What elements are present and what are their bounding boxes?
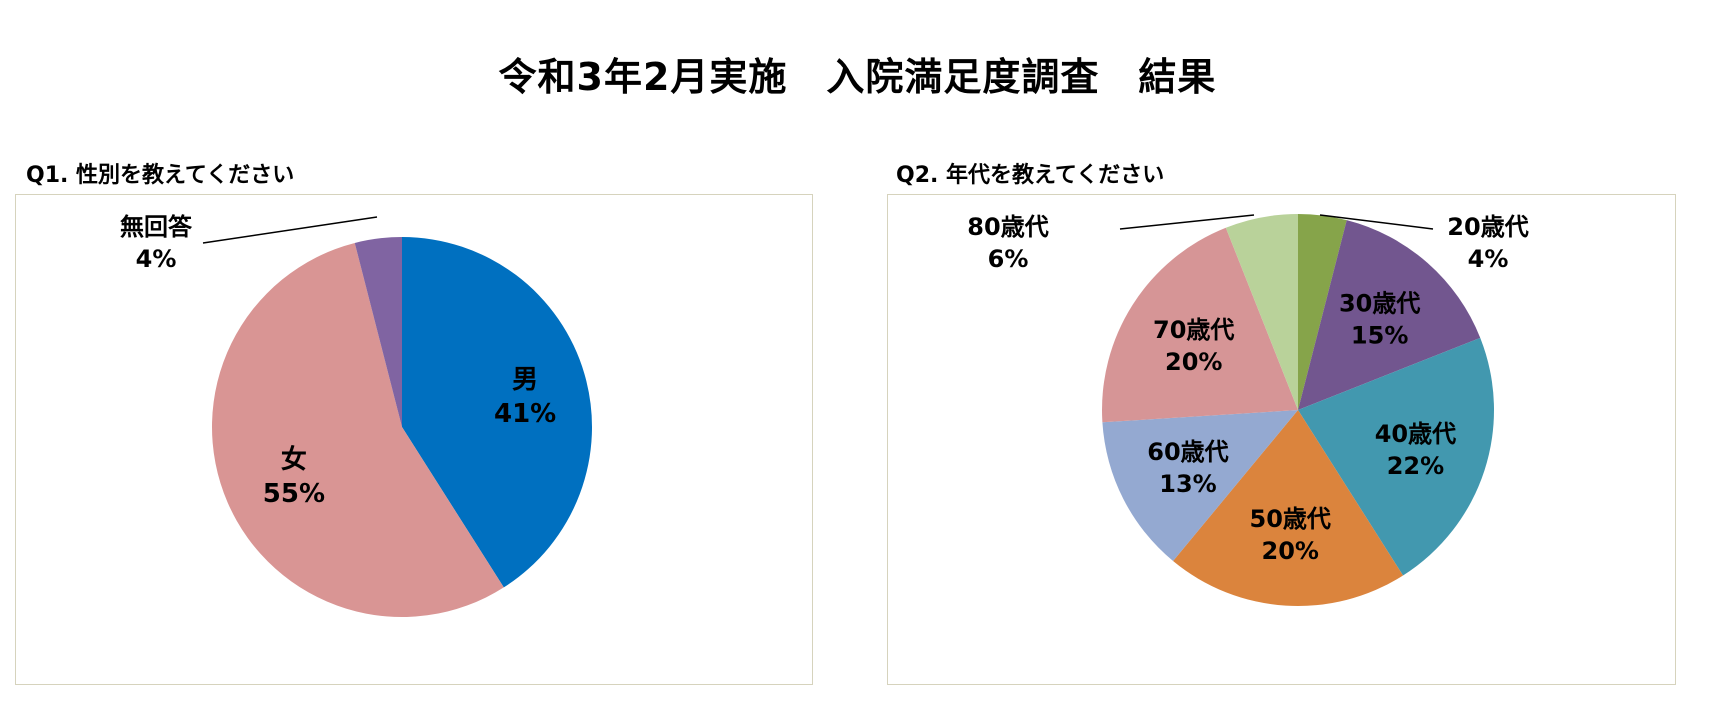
slice-category-label-1-4: 60歳代 [1147,438,1228,466]
slice-value-label-1-3: 20% [1262,537,1319,565]
slice-category-label-1-6: 80歳代 [967,213,1048,241]
slice-value-label-1-4: 13% [1159,470,1216,498]
slice-category-label-1-3: 50歳代 [1250,505,1331,533]
chart-panel-age: 20歳代 4% 30歳代 15% 40歳代 22% 50歳代 20% 60歳代 13% 70歳代 20… [887,194,1676,685]
page-title: 令和3年2月実施 入院満足度調査 結果 [498,55,1217,99]
slice-value-label-0-2: 4% [136,245,177,273]
pie-slice-1-4 [1102,410,1298,562]
pie-slice-1-0 [1298,214,1347,410]
slice-category-label-0-2: 無回答 [120,213,193,241]
chart-title-q2: Q2. 年代を教えてください [896,163,1165,188]
age-pie-chart: 20歳代 4% 30歳代 15% 40歳代 22% 50歳代 20% 60歳代 13% 70歳代 20… [967,213,1529,607]
pie-slice-1-2 [1298,337,1495,576]
leader-line-0-2 [202,216,378,244]
slice-value-label-1-6: 6% [988,245,1029,273]
pie-slice-1-6 [1225,214,1298,410]
slice-value-label-1-2: 22% [1387,452,1444,480]
pie-slice-1-5 [1102,227,1298,423]
slice-value-label-1-0: 4% [1468,245,1509,273]
leader-line-1-0 [1319,214,1434,230]
pie-slice-0-0 [402,237,592,588]
chart-panel-gender: 男 41% 女 55% 無回答 4% [15,194,813,685]
slice-category-label-0-0: 男 [512,365,538,395]
slice-category-label-1-0: 20歳代 [1447,213,1528,241]
pie-slice-1-1 [1298,220,1481,410]
slice-value-label-0-0: 41% [494,399,556,429]
slice-category-label-1-5: 70歳代 [1153,316,1234,344]
pie-slice-1-3 [1173,410,1404,607]
slice-value-label-1-1: 15% [1351,321,1408,349]
slice-category-label-1-1: 30歳代 [1339,289,1420,317]
slice-category-label-1-2: 40歳代 [1375,420,1456,448]
pie-slice-0-1 [211,242,504,618]
slice-value-label-1-5: 20% [1165,348,1222,376]
leader-line-1-6 [1119,214,1255,230]
gender-pie-chart: 男 41% 女 55% 無回答 4% [120,213,592,618]
chart-title-q1: Q1. 性別を教えてください [26,163,295,188]
pie-slice-0-2 [354,237,402,427]
slice-value-label-0-1: 55% [263,479,325,509]
slice-category-label-0-1: 女 [281,444,307,475]
